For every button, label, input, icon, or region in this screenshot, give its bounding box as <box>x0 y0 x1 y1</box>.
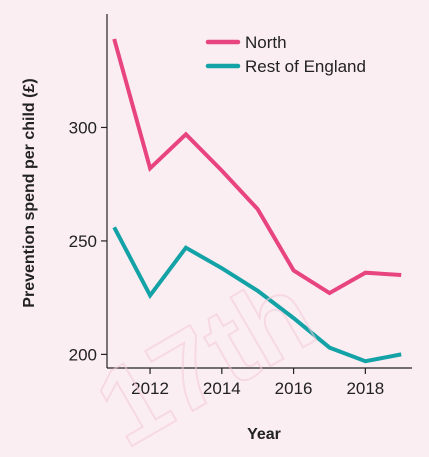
series-line-north <box>112 38 402 296</box>
x-ticks: 2012 2014 2016 2018 <box>131 368 384 398</box>
x-tick-label: 2014 <box>203 379 241 398</box>
watermark-text: 17th <box>77 251 334 457</box>
y-tick-label: 250 <box>69 232 97 251</box>
axes <box>106 14 412 369</box>
legend: North Rest of England <box>205 33 366 76</box>
legend-label-rest-of-england: Rest of England <box>245 57 366 76</box>
legend-label-north: North <box>245 33 287 52</box>
y-tick-label: 200 <box>69 345 97 364</box>
x-axis-title: Year <box>247 426 281 443</box>
x-tick-label: 2018 <box>346 379 384 398</box>
x-tick-label: 2016 <box>275 379 313 398</box>
y-ticks: 200 250 300 <box>69 118 107 364</box>
x-tick-label: 2012 <box>131 379 169 398</box>
y-tick-label: 300 <box>69 118 97 137</box>
series-lines <box>112 38 402 364</box>
y-axis-title: Prevention spend per child (£) <box>21 78 38 307</box>
